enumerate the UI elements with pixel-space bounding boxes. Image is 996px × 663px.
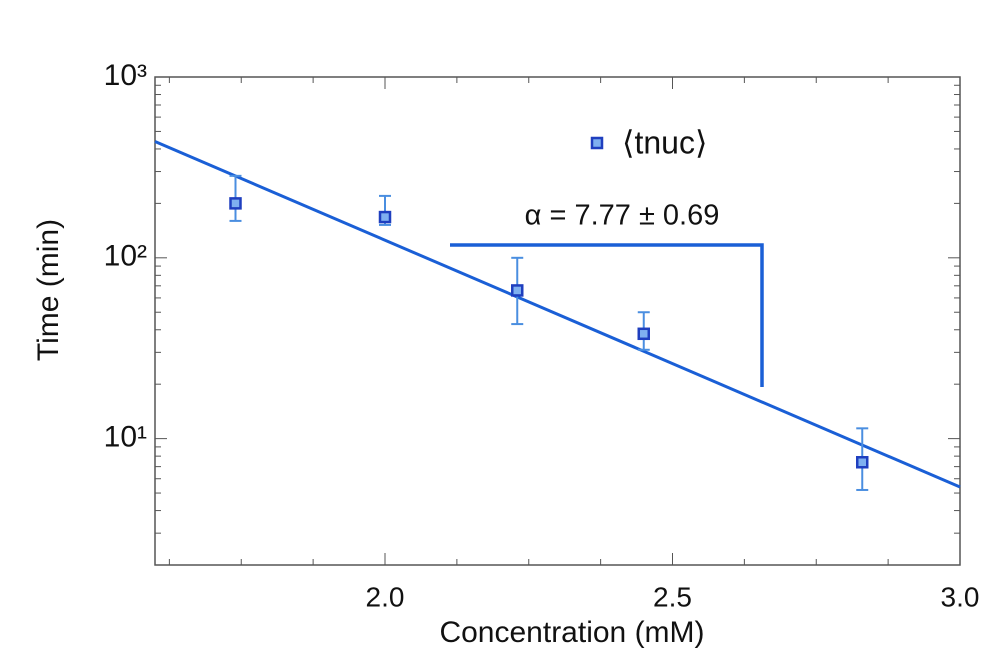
x-tick-label: 2.5 [653, 581, 692, 612]
x-tick-label: 3.0 [941, 581, 980, 612]
legend-marker [590, 136, 604, 150]
plot-frame [154, 76, 961, 566]
x-axis-label: Concentration (mM) [439, 616, 704, 649]
point [856, 456, 869, 469]
point [511, 284, 524, 297]
y-tick-label: 10¹ [104, 421, 147, 454]
fit-line [154, 140, 961, 489]
point [229, 197, 242, 210]
y-tick-label: 10³ [104, 59, 147, 92]
point [637, 327, 650, 341]
y-tick-label: 10² [104, 240, 147, 273]
legend-label: ⟨tnuc⟩ [622, 124, 707, 160]
annotation: α = 7.77 ± 0.69 [525, 200, 720, 232]
y-axis-label: Time (min) [32, 219, 65, 361]
x-tick-label: 2.0 [366, 581, 405, 612]
slope-bracket [450, 243, 764, 387]
point [378, 210, 392, 224]
